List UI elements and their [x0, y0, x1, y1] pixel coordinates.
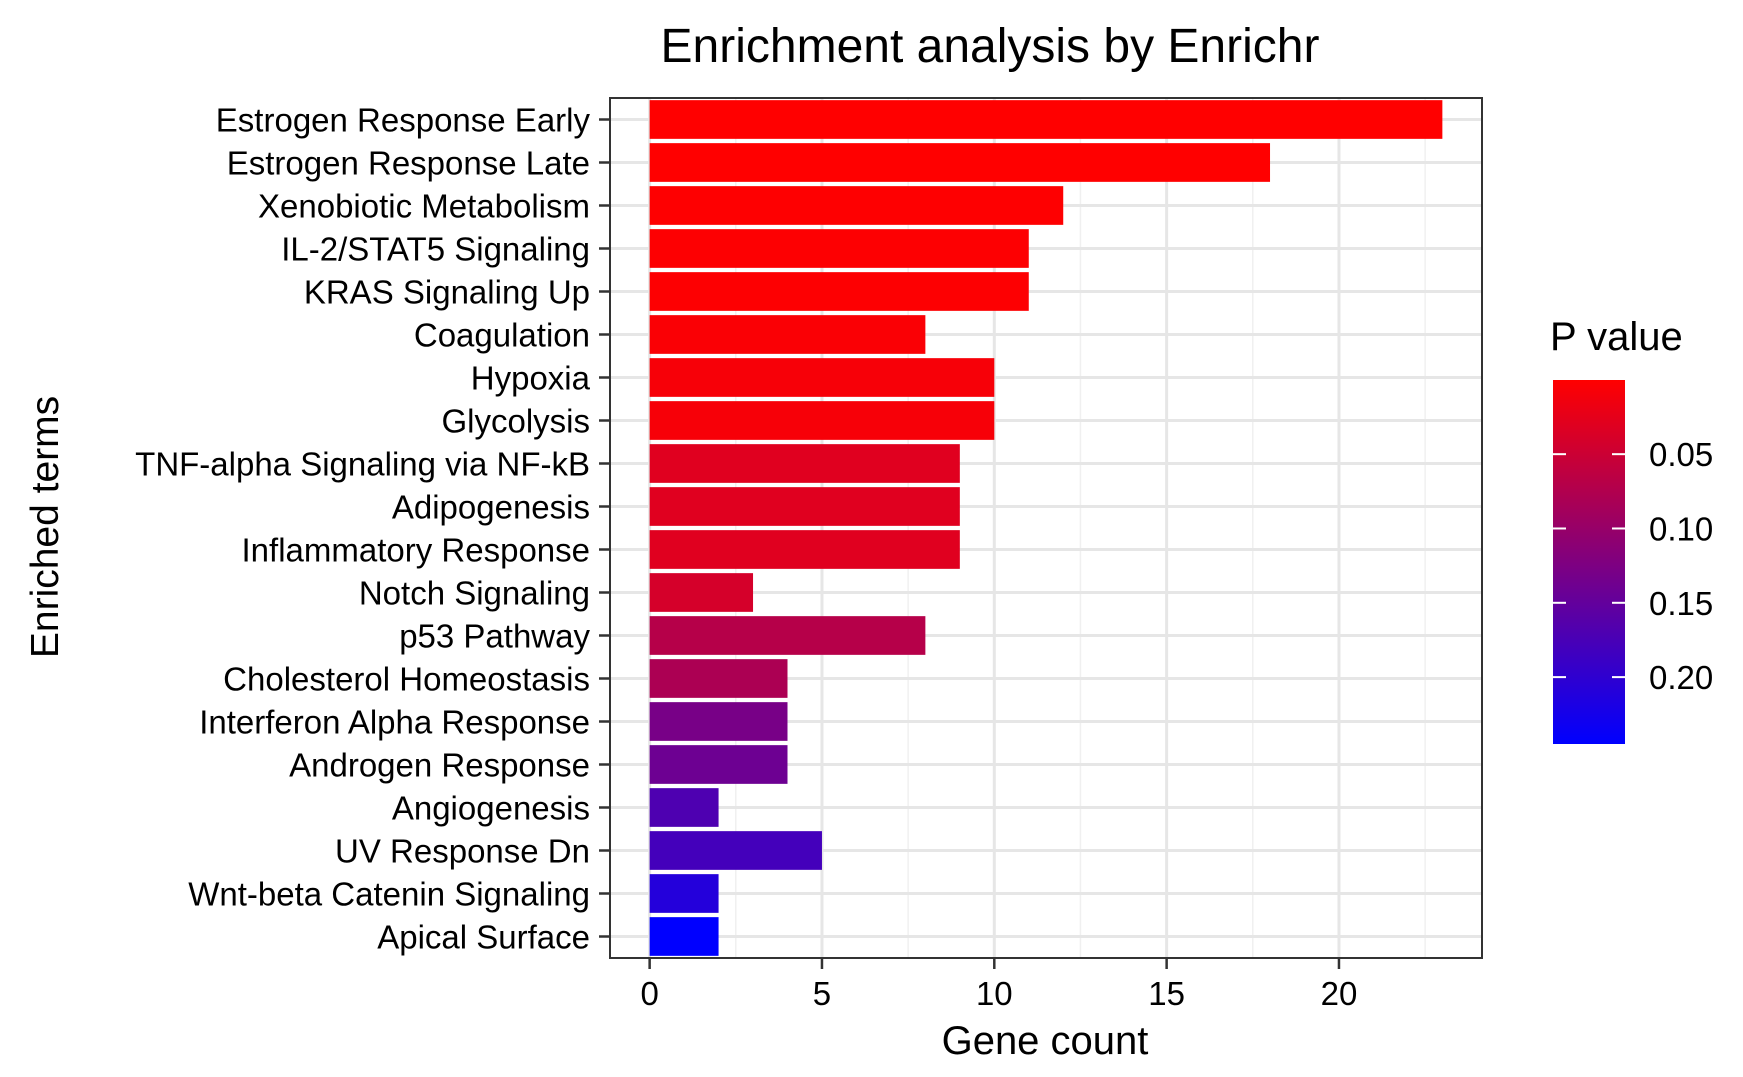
legend-title: P value: [1550, 315, 1683, 359]
plot-background: [610, 98, 1482, 958]
legend-tick-label: 0.10: [1649, 510, 1713, 547]
y-tick-label: TNF-alpha Signaling via NF-kB: [135, 446, 590, 483]
y-tick-label: UV Response Dn: [335, 833, 590, 870]
bar: [649, 315, 926, 354]
y-tick-label: Xenobiotic Metabolism: [258, 188, 590, 225]
x-tick-label: 10: [976, 975, 1013, 1012]
bar: [649, 616, 926, 655]
y-tick-label: Estrogen Response Late: [227, 145, 590, 182]
y-tick-label: p53 Pathway: [399, 618, 590, 655]
legend-colorbar: [1553, 380, 1625, 744]
x-tick-label: 20: [1321, 975, 1358, 1012]
plot-border: [609, 97, 1483, 959]
bar: [649, 143, 1271, 182]
bar: [649, 702, 788, 741]
y-tick-label: Adipogenesis: [392, 489, 590, 526]
bar: [649, 745, 788, 784]
bar: [649, 874, 719, 913]
legend-tick-label: 0.20: [1649, 659, 1713, 696]
bar: [649, 100, 1443, 139]
y-tick-label: IL-2/STAT5 Signaling: [281, 231, 590, 268]
y-tick-label: Apical Surface: [377, 919, 590, 956]
y-tick-label: Interferon Alpha Response: [199, 704, 590, 741]
bar: [649, 358, 995, 397]
bar: [649, 487, 960, 526]
y-tick-label: Inflammatory Response: [242, 532, 590, 569]
y-tick-label: Glycolysis: [441, 403, 590, 440]
y-tick-label: Estrogen Response Early: [216, 102, 591, 139]
color-legend: P value 0.05 0.10 0.15 0.20: [1550, 315, 1713, 744]
y-tick-label: Wnt-beta Catenin Signaling: [188, 876, 590, 913]
x-axis-title: Gene count: [942, 1019, 1149, 1063]
bar: [649, 530, 960, 569]
x-tick-label: 0: [640, 975, 658, 1012]
bar: [649, 573, 754, 612]
legend-tick-label: 0.05: [1649, 436, 1713, 473]
plot-area: Estrogen Response Early Estrogen Response…: [135, 97, 1483, 1012]
y-tick-label: Androgen Response: [289, 747, 590, 784]
y-tick-label: Notch Signaling: [359, 575, 590, 612]
chart-title: Enrichment analysis by Enrichr: [661, 20, 1320, 73]
bar: [649, 229, 1029, 268]
y-tick-label: Cholesterol Homeostasis: [223, 661, 590, 698]
y-tick-label: KRAS Signaling Up: [304, 274, 590, 311]
x-tick-label: 15: [1148, 975, 1185, 1012]
x-tick-label: 5: [813, 975, 831, 1012]
bar: [649, 444, 960, 483]
y-axis-title: Enriched terms: [24, 396, 67, 658]
bar: [649, 186, 1064, 225]
bar: [649, 659, 788, 698]
bar: [649, 788, 719, 827]
legend-tick-label: 0.15: [1649, 585, 1713, 622]
y-tick-label: Coagulation: [414, 317, 590, 354]
bar: [649, 831, 822, 870]
bar: [649, 272, 1029, 311]
y-tick-label: Angiogenesis: [392, 790, 590, 827]
bar: [649, 917, 719, 956]
y-tick-label: Hypoxia: [471, 360, 591, 397]
bar: [649, 401, 995, 440]
